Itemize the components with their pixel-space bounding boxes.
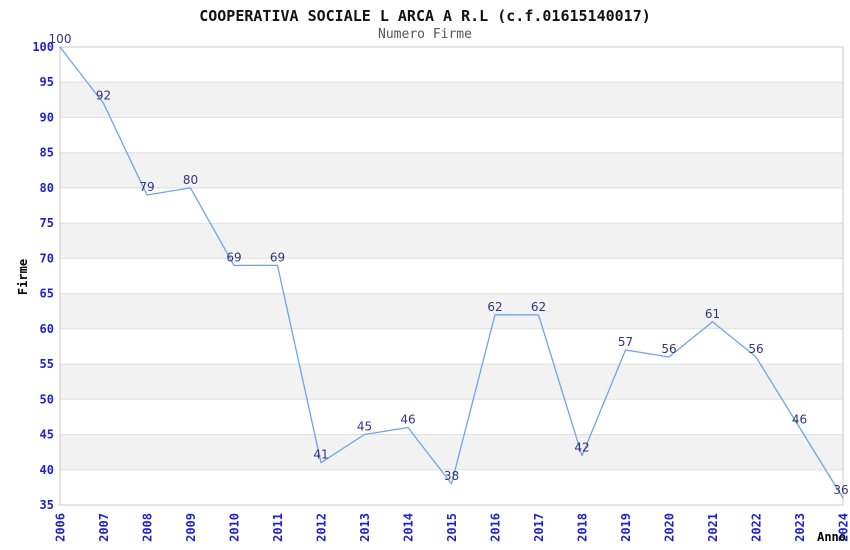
y-tick-label: 35 [40, 498, 54, 512]
data-point-label: 80 [183, 173, 198, 187]
x-tick-label: 2007 [97, 513, 111, 542]
x-tick-label: 2008 [141, 513, 155, 542]
plot-band [60, 187, 843, 224]
plot-band [60, 364, 843, 400]
y-tick-label: 90 [40, 111, 54, 125]
y-tick-label: 80 [40, 181, 54, 195]
y-tick-label: 50 [40, 392, 54, 406]
chart-title: COOPERATIVA SOCIALE L ARCA A R.L (c.f.01… [199, 7, 651, 25]
x-tick-label: 2010 [228, 513, 242, 542]
x-tick-label: 2024 [837, 513, 850, 542]
x-tick-label: 2023 [793, 513, 807, 542]
data-point-label: 69 [270, 250, 285, 264]
plot-band [60, 47, 843, 83]
plot-band [60, 82, 843, 118]
x-tick-label: 2022 [750, 513, 764, 542]
data-point-label: 69 [226, 250, 241, 264]
data-point-label: 100 [49, 32, 72, 46]
data-point-label: 38 [444, 469, 459, 483]
plot-band [60, 152, 843, 188]
x-tick-label: 2017 [532, 513, 546, 542]
x-tick-label: 2016 [489, 513, 503, 542]
x-tick-label: 2014 [402, 513, 416, 542]
y-tick-label: 75 [40, 216, 54, 230]
y-tick-label: 55 [40, 357, 54, 371]
y-tick-label: 100 [32, 40, 54, 54]
data-point-label: 56 [661, 342, 676, 356]
data-point-label: 62 [531, 300, 546, 314]
data-point-label: 57 [618, 335, 633, 349]
y-tick-label: 65 [40, 287, 54, 301]
chart-subtitle: Numero Firme [378, 27, 472, 42]
data-point-label: 42 [574, 441, 589, 455]
x-tick-label: 2011 [271, 513, 285, 542]
plot-band [60, 399, 843, 435]
plot-border [59, 46, 844, 506]
y-tick-label: 70 [40, 251, 54, 265]
data-line [59, 46, 844, 499]
x-tick-label: 2015 [445, 513, 459, 542]
x-tick-label: 2020 [663, 513, 677, 542]
plot-band [60, 293, 843, 329]
y-axis-title: Firme [16, 259, 30, 295]
data-point-label: 79 [139, 180, 154, 194]
y-tick-label: 85 [40, 146, 54, 160]
data-point-label: 36 [833, 483, 848, 497]
data-point-label: 61 [705, 307, 720, 321]
data-point-label: 46 [792, 413, 807, 427]
plot-band [60, 258, 843, 294]
y-tick-label: 60 [40, 322, 54, 336]
plot-band [60, 434, 843, 470]
plot-band [60, 469, 843, 505]
plot-band [60, 328, 843, 364]
data-point-label: 92 [96, 88, 111, 102]
data-point-label: 62 [487, 300, 502, 314]
plot-band [60, 223, 843, 259]
plot-band [60, 117, 843, 153]
y-tick-label: 45 [40, 428, 54, 442]
x-tick-label: 2012 [315, 513, 329, 542]
x-tick-label: 2013 [358, 513, 372, 542]
x-tick-label: 2021 [706, 513, 720, 542]
x-axis-title: Anno [817, 530, 846, 544]
data-point-label: 45 [357, 420, 372, 434]
y-tick-label: 40 [40, 463, 54, 477]
data-point-label: 56 [748, 342, 763, 356]
x-tick-label: 2019 [619, 513, 633, 542]
x-tick-label: 2018 [576, 513, 590, 542]
x-tick-label: 2006 [54, 513, 68, 542]
data-point-label: 41 [313, 448, 328, 462]
x-tick-label: 2009 [184, 513, 198, 542]
y-tick-label: 95 [40, 75, 54, 89]
data-point-label: 46 [400, 413, 415, 427]
